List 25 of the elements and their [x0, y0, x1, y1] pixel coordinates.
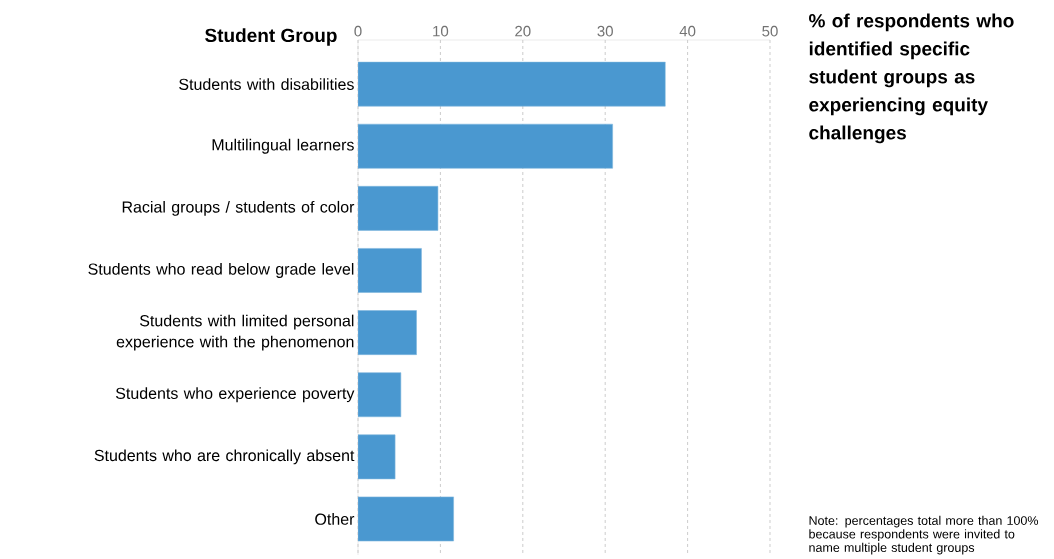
x-tick-label: 10 — [433, 25, 449, 37]
x-tick-label: 0 — [354, 25, 362, 37]
y-tick-label: Racial groups / students of color — [122, 200, 355, 216]
text: Note: percentages total more than 100% because respondents were invited to name multiple student groups — [809, 515, 1039, 555]
bar — [358, 372, 402, 418]
y-tick-label: Students who are chronically absent — [94, 449, 355, 465]
y-tick-label: Students who experience poverty — [115, 387, 355, 403]
x-tick-label: 50 — [762, 25, 778, 37]
x-tick-label: 30 — [597, 25, 613, 37]
y-tick-label: Students who read below grade level — [88, 263, 354, 278]
bar — [358, 310, 417, 355]
y-tick-label: Students with limited personal experience with the phenomenon — [116, 314, 354, 351]
x-tick-label: 40 — [679, 25, 696, 37]
text: % of respondents who identified specific student groups as experiencing equity challenges — [809, 13, 1014, 144]
bar — [358, 61, 666, 107]
bar — [358, 496, 454, 542]
bar — [358, 123, 613, 169]
bar — [358, 186, 439, 231]
y-tick-label: Students with disabilities — [179, 78, 354, 90]
bar — [358, 434, 396, 480]
y-axis-title: Student Group — [205, 28, 337, 46]
y-tick-label: Other — [315, 513, 355, 525]
y-tick-label: Multilingual learners — [212, 138, 354, 154]
bar — [358, 248, 422, 293]
x-tick-label: 20 — [515, 25, 531, 37]
